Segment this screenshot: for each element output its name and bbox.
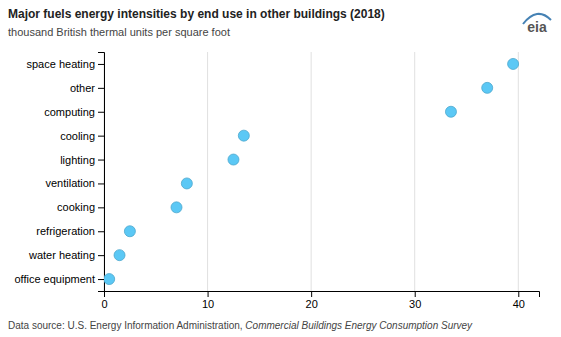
dot — [114, 250, 125, 261]
grid-line — [414, 52, 415, 291]
tick: space heating — [27, 58, 105, 70]
tick: refrigeration — [36, 225, 104, 237]
tick-label: refrigeration — [36, 225, 95, 237]
grid-line — [207, 52, 208, 291]
tick-mark — [98, 160, 104, 161]
tick: water heating — [28, 249, 104, 261]
tick-label: 30 — [409, 298, 421, 310]
dot — [124, 226, 135, 237]
grid-line — [311, 52, 312, 291]
tick-mark — [98, 183, 104, 184]
title: Major fuels energy intensities by end us… — [8, 7, 385, 21]
tick: ventilation — [45, 177, 104, 189]
tick-mark — [98, 112, 104, 113]
tick: computing — [44, 106, 104, 118]
tick-mark — [518, 291, 519, 297]
tick-label: computing — [44, 106, 95, 118]
tick: other — [70, 82, 104, 94]
tick-label: space heating — [27, 58, 96, 70]
tick-label: water heating — [28, 249, 95, 261]
tick: 20 — [306, 291, 318, 310]
chart: Major fuels energy intensities by end us… — [0, 0, 561, 337]
subtitle: thousand British thermal units per squar… — [8, 26, 230, 38]
tick-label: lighting — [60, 154, 95, 166]
dot — [238, 130, 249, 141]
tick-label: 40 — [513, 298, 525, 310]
tick: 40 — [513, 291, 525, 310]
tick-mark — [415, 291, 416, 297]
tick-label: other — [70, 82, 95, 94]
dot — [181, 178, 192, 189]
tick-label: 20 — [306, 298, 318, 310]
footnote-text: Data source: U.S. Energy Information Adm… — [8, 320, 245, 331]
footnote: Data source: U.S. Energy Information Adm… — [8, 320, 473, 331]
marks — [104, 58, 519, 284]
tick-label: 0 — [101, 298, 107, 310]
grid-line — [518, 52, 519, 291]
tick-label: ventilation — [45, 177, 95, 189]
tick-mark — [98, 136, 104, 137]
logo: eia — [523, 14, 551, 35]
tick: 30 — [409, 291, 421, 310]
tick-label: cooling — [60, 130, 95, 142]
dot — [171, 202, 182, 213]
plot-area: 0 10 20 30 40 space heating other computing cool… — [14, 52, 539, 310]
dot — [104, 274, 115, 285]
tick: 10 — [202, 291, 214, 310]
tick: 0 — [101, 291, 107, 310]
tick: cooling — [60, 130, 104, 142]
tick-label: office equipment — [14, 273, 95, 285]
tick: office equipment — [14, 273, 104, 285]
annotation: eia — [527, 19, 547, 35]
tick-label: 10 — [202, 298, 214, 310]
dot — [482, 82, 493, 93]
tick-label: cooking — [57, 201, 95, 213]
dot — [445, 106, 456, 117]
tick-mark — [98, 88, 104, 89]
tick-mark — [98, 64, 104, 65]
category-axis: space heating other computing cooling lighti… — [14, 53, 104, 292]
value-axis: 0 10 20 30 40 — [101, 291, 539, 310]
tick-mark — [98, 207, 104, 208]
dot — [508, 58, 519, 69]
tick: cooking — [57, 201, 104, 213]
footnote-italic: Commercial Buildings Energy Consumption … — [245, 320, 473, 331]
tick: lighting — [60, 154, 104, 166]
tick-mark — [98, 279, 104, 280]
tick-mark — [98, 231, 104, 232]
axis-line — [105, 292, 540, 298]
tick-mark — [98, 255, 104, 256]
tick-mark — [311, 291, 312, 297]
dot — [228, 154, 239, 165]
tick-mark — [208, 291, 209, 297]
grid — [104, 52, 518, 291]
axis-line — [98, 53, 105, 292]
